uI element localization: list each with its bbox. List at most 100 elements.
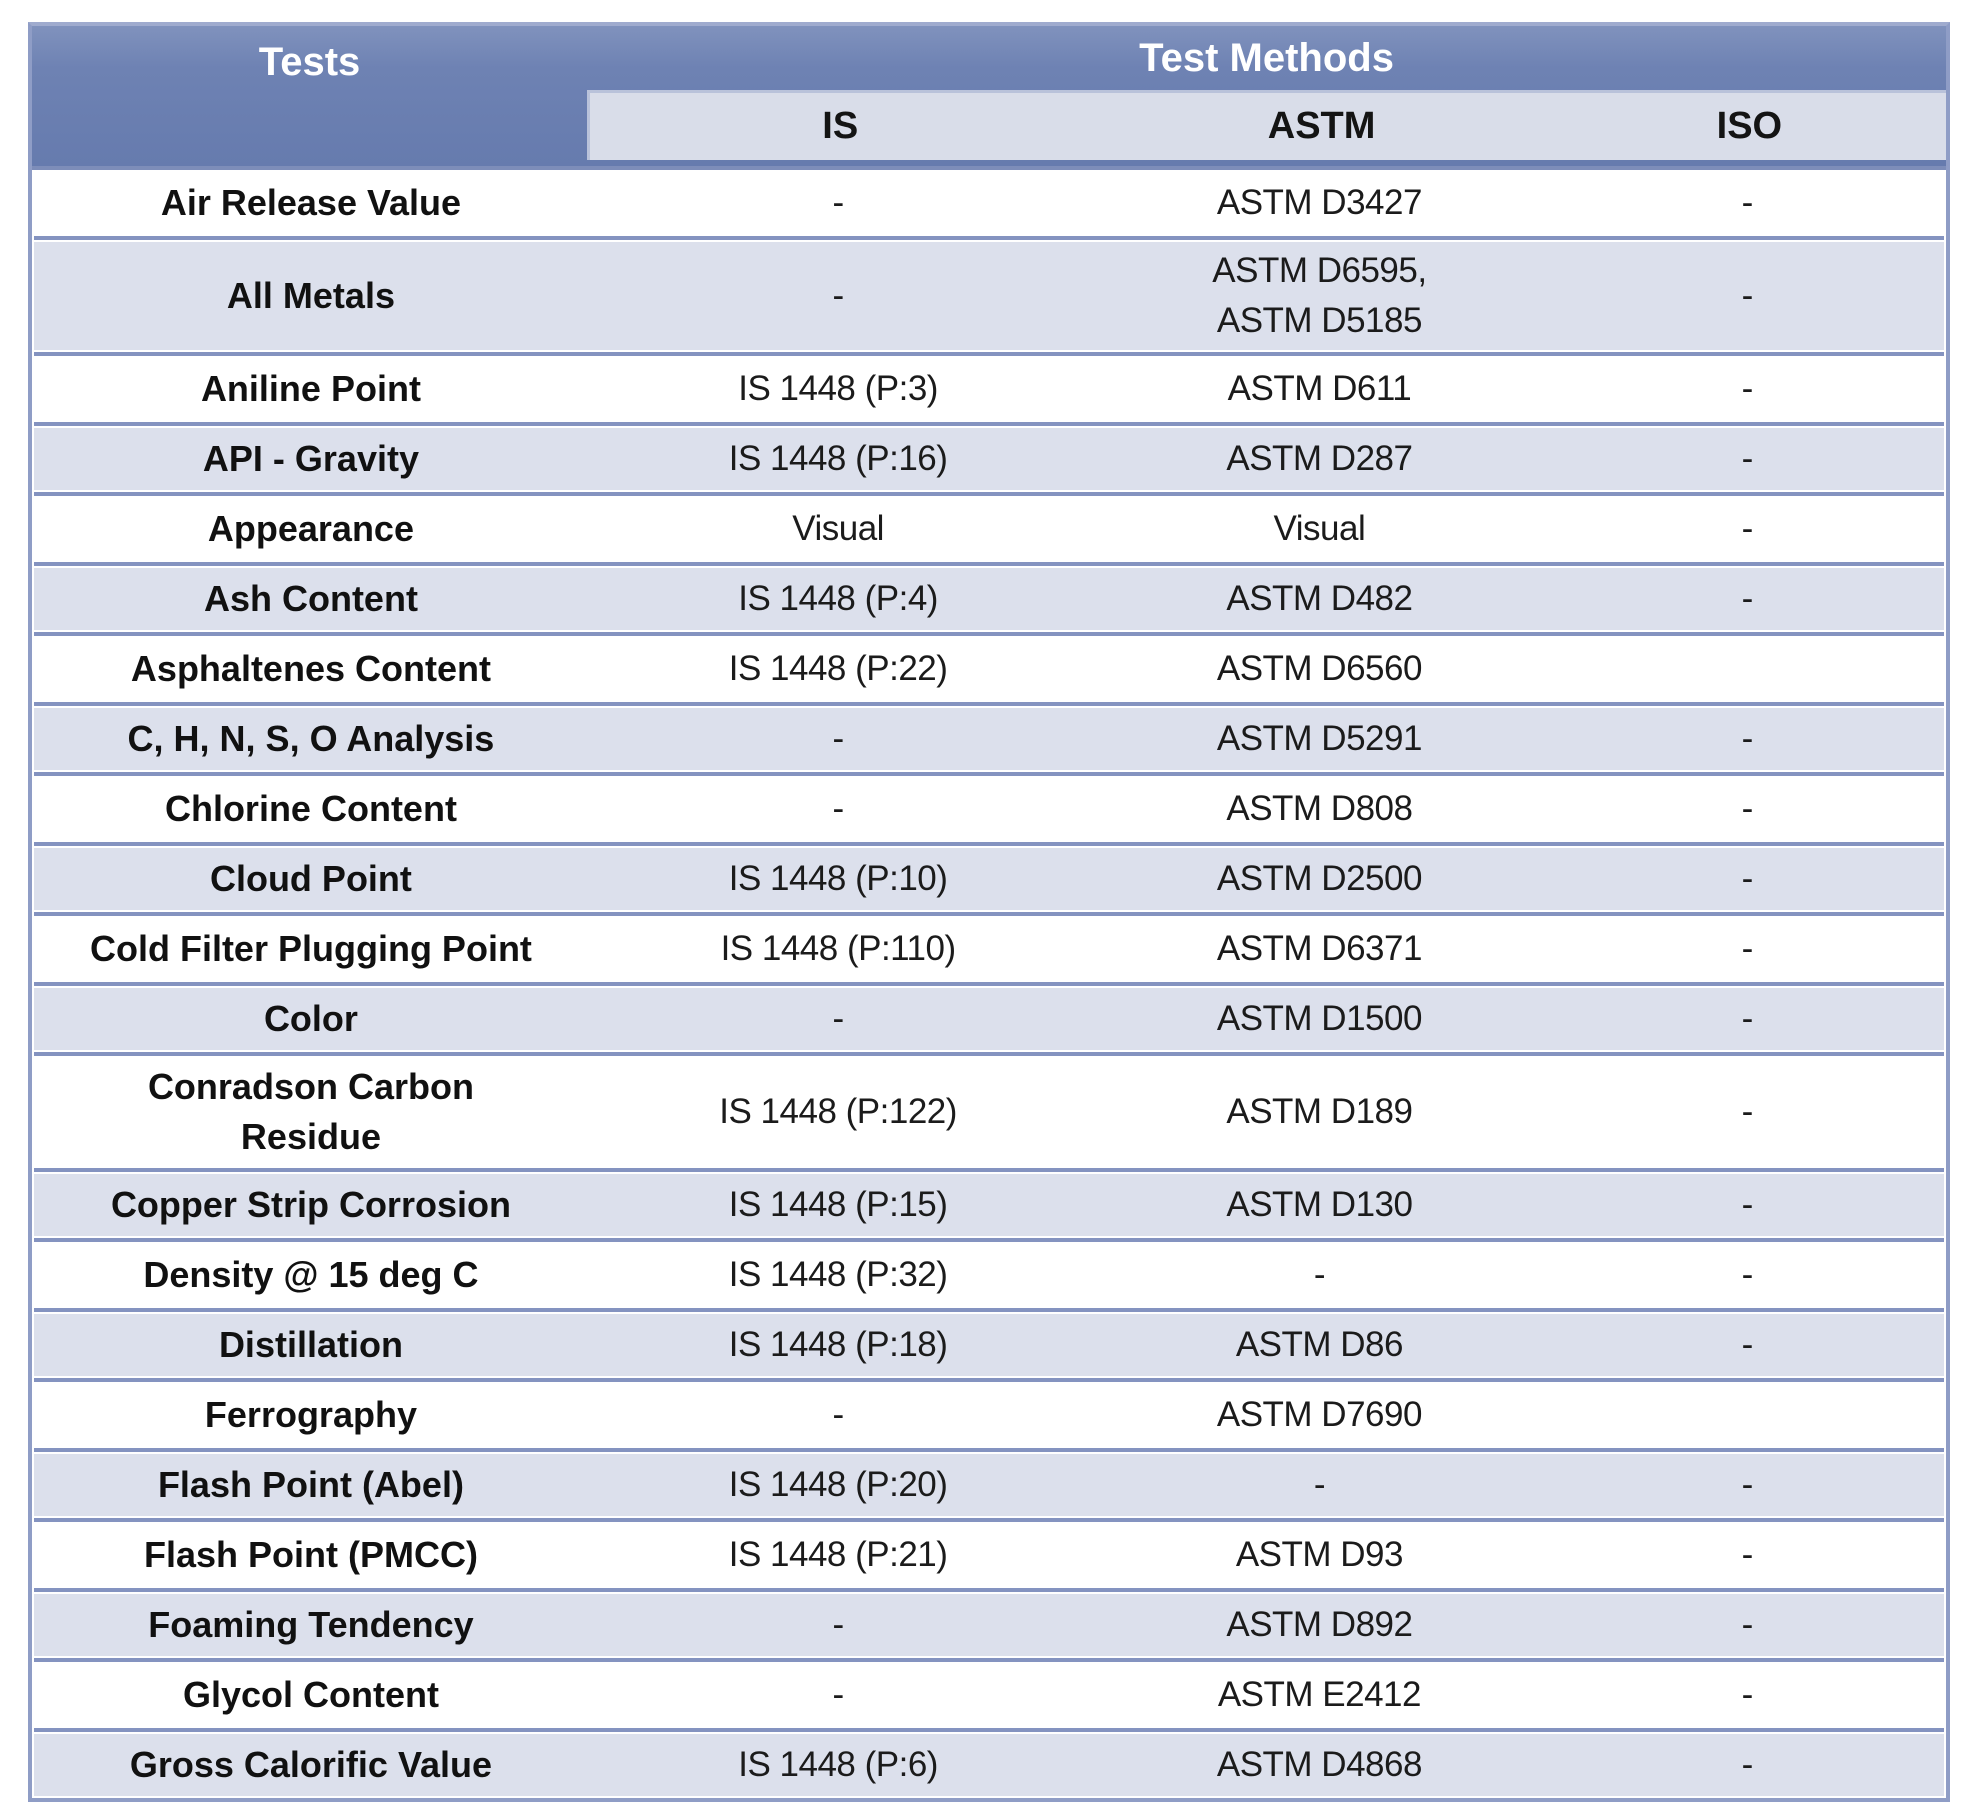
cell-test-name: API - Gravity <box>202 438 419 479</box>
column-header-iso: ISO <box>1716 105 1783 147</box>
cell-test-name: Ferrography <box>204 1394 417 1435</box>
tests-column-header: Tests <box>32 26 587 166</box>
table-row: Cold Filter Plugging Point IS 1448 (P:11… <box>34 918 1944 980</box>
cell-test-name: Cold Filter Plugging Point <box>89 928 532 969</box>
row-separator <box>34 492 1944 496</box>
cell-test-name: Gross Calorific Value <box>129 1744 493 1785</box>
row-separator <box>34 1728 1944 1732</box>
cell-astm-method: - <box>1313 1465 1326 1504</box>
cell-astm-method: ASTM D6371 <box>1216 929 1423 968</box>
test-methods-header: Test Methods <box>587 26 1946 90</box>
cell-iso-method: - <box>1741 1325 1754 1364</box>
table-row: Distillation IS 1448 (P:18) ASTM D86 - <box>34 1314 1944 1376</box>
method-subheader-row: IS ASTM ISO <box>587 90 1946 160</box>
cell-test-name: Flash Point (PMCC) <box>143 1534 478 1575</box>
cell-iso-method: - <box>1741 1745 1754 1784</box>
cell-iso-method: - <box>1741 369 1754 408</box>
row-separator <box>34 1378 1944 1382</box>
cell-test-name: Color <box>263 998 358 1039</box>
cell-test-name: Air Release Value <box>160 182 462 223</box>
cell-astm-method: Visual <box>1273 509 1366 548</box>
cell-is-method: - <box>832 999 845 1038</box>
cell-is-method: Visual <box>792 509 884 548</box>
table-row: All Metals - ASTM D6595, ASTM D5185 - <box>34 242 1944 350</box>
table-row: Conradson Carbon Residue IS 1448 (P:122)… <box>34 1058 1944 1166</box>
cell-astm-method: ASTM E2412 <box>1217 1675 1422 1714</box>
cell-is-method: - <box>832 1675 845 1714</box>
cell-test-name: Conradson Carbon Residue <box>147 1066 474 1157</box>
cell-iso-method: - <box>1741 1605 1754 1644</box>
table-row: Foaming Tendency - ASTM D892 - <box>34 1594 1944 1656</box>
table-row: API - Gravity IS 1448 (P:16) ASTM D287 - <box>34 428 1944 490</box>
cell-iso-method: - <box>1741 999 1754 1038</box>
row-separator <box>34 1518 1944 1522</box>
test-methods-header-group: Test Methods IS ASTM ISO <box>587 26 1946 166</box>
cell-test-name: Foaming Tendency <box>148 1604 474 1645</box>
cell-is-method: IS 1448 (P:22) <box>728 649 948 688</box>
cell-iso-method: - <box>1741 1185 1754 1224</box>
cell-test-name: Flash Point (Abel) <box>157 1464 464 1505</box>
table-row: Appearance Visual Visual - <box>34 498 1944 560</box>
cell-iso-method: - <box>1741 859 1754 898</box>
cell-is-method: - <box>832 276 845 315</box>
cell-iso-method: - <box>1741 719 1754 758</box>
cell-test-name: Cloud Point <box>209 858 412 899</box>
table-header: Tests Test Methods IS ASTM ISO <box>32 26 1946 170</box>
table-body: Air Release Value - ASTM D3427 - All Met… <box>34 170 1944 1796</box>
table-row: Cloud Point IS 1448 (P:10) ASTM D2500 - <box>34 848 1944 910</box>
table-row: Air Release Value - ASTM D3427 - <box>34 172 1944 234</box>
cell-test-name: Appearance <box>207 508 414 549</box>
cell-test-name: Glycol Content <box>182 1674 439 1715</box>
cell-test-name: Distillation <box>218 1324 403 1365</box>
cell-iso-method <box>1551 1413 1944 1417</box>
cell-astm-method: ASTM D482 <box>1226 579 1413 618</box>
cell-test-name: Copper Strip Corrosion <box>110 1184 511 1225</box>
cell-iso-method: - <box>1741 579 1754 618</box>
column-header-astm: ASTM <box>1267 105 1376 147</box>
cell-iso-method: - <box>1741 276 1754 315</box>
cell-is-method: IS 1448 (P:32) <box>728 1255 948 1294</box>
cell-is-method: IS 1448 (P:16) <box>728 439 948 478</box>
cell-is-method: IS 1448 (P:6) <box>738 1745 938 1784</box>
row-separator <box>34 1658 1944 1662</box>
row-separator <box>34 912 1944 916</box>
row-separator <box>34 352 1944 356</box>
cell-astm-method: - <box>1313 1255 1326 1294</box>
cell-test-name: Density @ 15 deg C <box>143 1254 479 1295</box>
cell-is-method: IS 1448 (P:21) <box>728 1535 948 1574</box>
row-separator <box>34 236 1944 240</box>
cell-is-method: IS 1448 (P:110) <box>720 929 957 968</box>
cell-astm-method: ASTM D189 <box>1226 1092 1413 1131</box>
cell-iso-method: - <box>1741 1092 1754 1131</box>
table-row: Density @ 15 deg C IS 1448 (P:32) - - <box>34 1244 1944 1306</box>
cell-is-method: - <box>832 183 845 222</box>
row-separator <box>34 562 1944 566</box>
row-separator <box>34 1052 1944 1056</box>
row-separator <box>34 842 1944 846</box>
row-separator <box>34 772 1944 776</box>
cell-iso-method: - <box>1741 1255 1754 1294</box>
table-row: Flash Point (Abel) IS 1448 (P:20) - - <box>34 1454 1944 1516</box>
cell-iso-method: - <box>1741 439 1754 478</box>
cell-is-method: IS 1448 (P:18) <box>728 1325 948 1364</box>
cell-is-method: IS 1448 (P:20) <box>728 1465 948 1504</box>
cell-iso-method: - <box>1741 509 1754 548</box>
cell-is-method: - <box>832 1605 845 1644</box>
cell-astm-method: ASTM D7690 <box>1216 1395 1423 1434</box>
test-methods-header-label: Test Methods <box>1139 36 1394 80</box>
cell-astm-method: ASTM D93 <box>1235 1535 1404 1574</box>
table-row: C, H, N, S, O Analysis - ASTM D5291 - <box>34 708 1944 770</box>
cell-test-name: Ash Content <box>203 578 418 619</box>
cell-astm-method: ASTM D3427 <box>1216 183 1423 222</box>
row-separator <box>34 1308 1944 1312</box>
cell-astm-method: ASTM D86 <box>1235 1325 1404 1364</box>
cell-is-method: - <box>832 789 845 828</box>
cell-astm-method: ASTM D287 <box>1226 439 1413 478</box>
cell-astm-method: ASTM D6595, ASTM D5185 <box>1212 251 1427 340</box>
cell-astm-method: ASTM D4868 <box>1216 1745 1423 1784</box>
cell-iso-method: - <box>1741 1535 1754 1574</box>
column-header-is: IS <box>822 105 859 147</box>
row-separator <box>34 632 1944 636</box>
row-separator <box>34 422 1944 426</box>
tests-header-label: Tests <box>258 40 361 84</box>
